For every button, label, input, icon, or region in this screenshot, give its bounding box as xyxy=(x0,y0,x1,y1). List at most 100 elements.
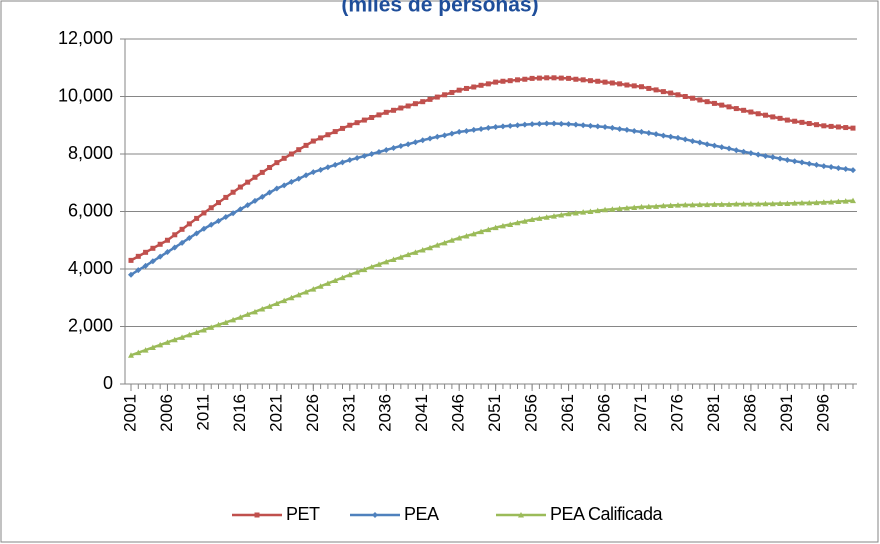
marker xyxy=(135,253,141,259)
marker xyxy=(383,146,390,153)
marker xyxy=(755,201,762,207)
marker xyxy=(835,124,841,130)
marker xyxy=(157,341,164,348)
marker xyxy=(580,122,587,129)
marker xyxy=(296,147,302,153)
marker xyxy=(485,226,492,233)
marker xyxy=(762,153,769,160)
marker xyxy=(208,221,215,228)
x-tick-label: 2086 xyxy=(740,394,759,432)
marker xyxy=(346,271,353,278)
marker xyxy=(624,82,630,88)
x-tick-label: 2001 xyxy=(120,394,139,432)
marker xyxy=(609,124,616,131)
marker xyxy=(806,121,812,127)
x-tick-label: 2006 xyxy=(157,394,176,432)
marker xyxy=(222,213,229,220)
marker xyxy=(142,262,149,269)
marker xyxy=(529,75,535,81)
marker xyxy=(303,142,309,148)
marker xyxy=(689,201,696,208)
marker xyxy=(179,334,186,340)
x-tick-label: 2041 xyxy=(412,394,431,432)
marker xyxy=(171,244,178,251)
marker xyxy=(631,128,638,134)
marker xyxy=(828,163,835,170)
marker xyxy=(842,165,849,172)
marker xyxy=(747,201,754,207)
marker xyxy=(784,157,791,164)
marker xyxy=(499,123,506,130)
x-tick-label: 2091 xyxy=(777,394,796,432)
marker xyxy=(726,145,733,152)
marker xyxy=(310,138,316,144)
marker xyxy=(259,169,265,175)
marker xyxy=(157,253,164,260)
series-line xyxy=(130,199,854,357)
marker xyxy=(784,117,790,123)
marker xyxy=(266,303,273,309)
marker xyxy=(420,99,426,105)
marker xyxy=(339,159,346,166)
marker xyxy=(580,209,587,215)
marker xyxy=(733,106,739,112)
x-tick-label: 2071 xyxy=(631,394,650,432)
marker xyxy=(544,75,550,81)
marker xyxy=(303,289,310,295)
marker xyxy=(172,232,178,238)
marker xyxy=(595,78,601,84)
marker xyxy=(135,349,142,356)
marker xyxy=(798,199,805,206)
marker xyxy=(799,119,805,125)
marker xyxy=(251,308,258,315)
marker xyxy=(295,175,302,182)
marker xyxy=(310,169,317,176)
marker xyxy=(368,151,375,157)
y-tick-label: 8,000 xyxy=(68,143,113,163)
marker xyxy=(449,89,455,95)
x-tick-label: 2081 xyxy=(704,394,723,432)
marker xyxy=(543,120,550,127)
marker xyxy=(492,224,499,231)
marker xyxy=(448,237,455,243)
marker xyxy=(215,321,222,328)
marker xyxy=(398,105,404,111)
legend-label: PEA Calificada xyxy=(550,504,664,524)
marker xyxy=(230,316,237,323)
legend-label: PET xyxy=(286,504,320,524)
marker xyxy=(609,206,616,212)
marker xyxy=(711,142,718,149)
marker xyxy=(690,95,696,101)
marker xyxy=(237,206,244,213)
marker xyxy=(740,201,747,207)
marker xyxy=(719,102,725,108)
marker xyxy=(332,161,339,168)
marker xyxy=(609,80,615,86)
marker xyxy=(748,109,754,115)
x-tick-label: 2061 xyxy=(558,394,577,432)
marker xyxy=(193,329,200,336)
marker xyxy=(828,199,835,205)
marker xyxy=(200,326,207,333)
marker xyxy=(806,199,813,206)
marker xyxy=(529,216,536,223)
marker xyxy=(222,319,229,325)
marker xyxy=(281,297,288,304)
series-line xyxy=(130,122,854,276)
marker xyxy=(164,339,171,345)
marker xyxy=(755,111,761,117)
marker xyxy=(514,219,521,226)
marker xyxy=(565,121,572,128)
marker xyxy=(821,123,827,129)
marker xyxy=(769,200,776,207)
marker xyxy=(645,130,652,137)
x-tick-label: 2026 xyxy=(303,394,322,432)
marker xyxy=(580,77,586,83)
x-tick-label: 2036 xyxy=(376,394,395,432)
marker xyxy=(383,258,390,265)
marker xyxy=(412,101,418,107)
marker xyxy=(566,75,572,81)
marker xyxy=(835,198,842,204)
marker xyxy=(419,137,426,144)
marker xyxy=(470,230,477,237)
